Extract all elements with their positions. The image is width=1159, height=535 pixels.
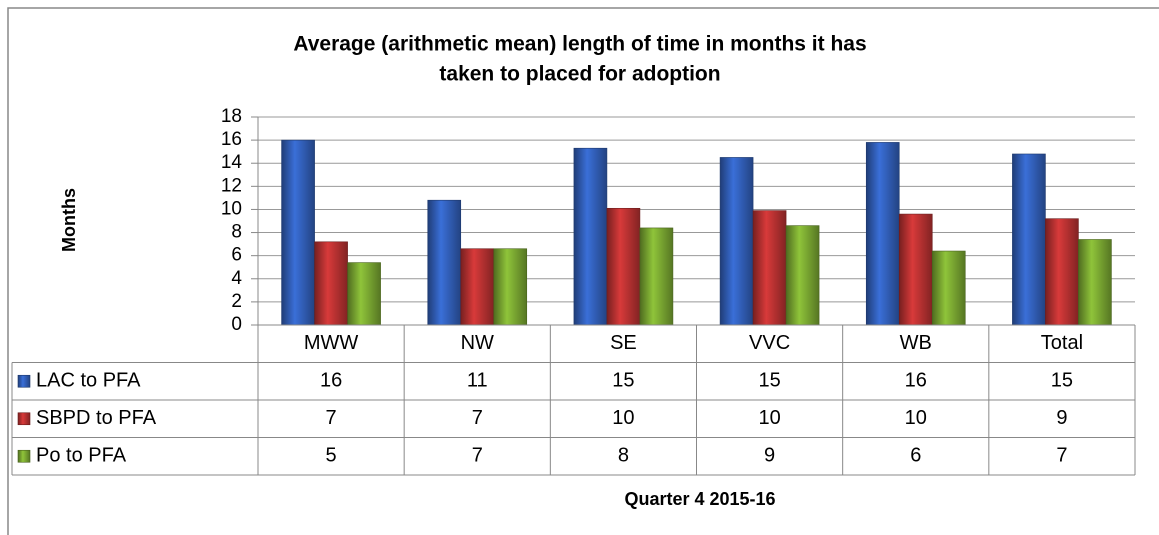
table-value: 7 — [472, 445, 483, 467]
y-tick-label: 6 — [231, 245, 242, 266]
x-tick-label: WB — [900, 332, 932, 354]
legend-label: SBPD to PFA — [36, 407, 157, 429]
table-value: 9 — [1056, 407, 1067, 429]
legend-swatch — [17, 374, 31, 388]
table-value: 15 — [612, 370, 634, 392]
bar — [281, 139, 315, 326]
chart-frame — [7, 7, 1159, 535]
table-value: 6 — [910, 445, 921, 467]
bar — [1045, 218, 1079, 326]
bar — [719, 157, 754, 326]
legend-swatch — [17, 449, 31, 463]
x-tick-label: MWW — [304, 332, 359, 354]
y-tick-label: 2 — [231, 291, 242, 312]
bar — [347, 262, 381, 326]
y-tick-label: 16 — [221, 129, 242, 150]
table-value: 16 — [905, 370, 927, 392]
bar — [1078, 239, 1112, 326]
bar — [606, 207, 641, 326]
y-tick-label: 12 — [221, 175, 242, 196]
table-value: 10 — [612, 407, 634, 429]
bar — [460, 248, 495, 326]
legend-swatch — [17, 412, 31, 426]
table-value: 8 — [618, 445, 629, 467]
table-value: 15 — [1051, 370, 1073, 392]
table-value: 10 — [905, 407, 927, 429]
table-value: 11 — [467, 370, 488, 392]
bar — [1012, 153, 1046, 326]
y-tick-label: 0 — [231, 314, 242, 335]
bar — [865, 142, 900, 326]
x-tick-label: SE — [610, 332, 637, 354]
bar — [427, 199, 462, 326]
chart-title: taken to placed for adoption — [439, 63, 720, 86]
bar — [639, 227, 674, 326]
bar — [931, 250, 966, 326]
y-tick-label: 14 — [221, 152, 243, 173]
x-tick-label: Total — [1041, 332, 1083, 354]
bar — [573, 147, 608, 326]
chart-title: Average (arithmetic mean) length of time… — [293, 33, 866, 56]
y-axis-label: Months — [59, 188, 79, 252]
bar — [493, 248, 528, 326]
table-value: 7 — [472, 407, 483, 429]
x-axis-label: Quarter 4 2015-16 — [624, 489, 775, 509]
bar — [898, 213, 933, 326]
table-value: 7 — [1056, 445, 1067, 467]
bar — [785, 225, 820, 326]
table-value: 15 — [758, 370, 780, 392]
table-value: 16 — [320, 370, 342, 392]
bar — [752, 210, 787, 326]
y-tick-label: 18 — [221, 106, 242, 127]
bar — [314, 241, 348, 326]
table-value: 10 — [758, 407, 780, 429]
table-value: 5 — [326, 445, 337, 467]
y-tick-label: 10 — [221, 198, 242, 219]
x-tick-label: VVC — [749, 332, 790, 354]
y-tick-label: 8 — [231, 222, 242, 243]
legend-label: LAC to PFA — [36, 370, 141, 392]
table-value: 9 — [764, 445, 775, 467]
table-value: 7 — [326, 407, 337, 429]
y-tick-label: 4 — [231, 268, 242, 289]
legend-label: Po to PFA — [36, 445, 127, 467]
x-tick-label: NW — [461, 332, 494, 354]
